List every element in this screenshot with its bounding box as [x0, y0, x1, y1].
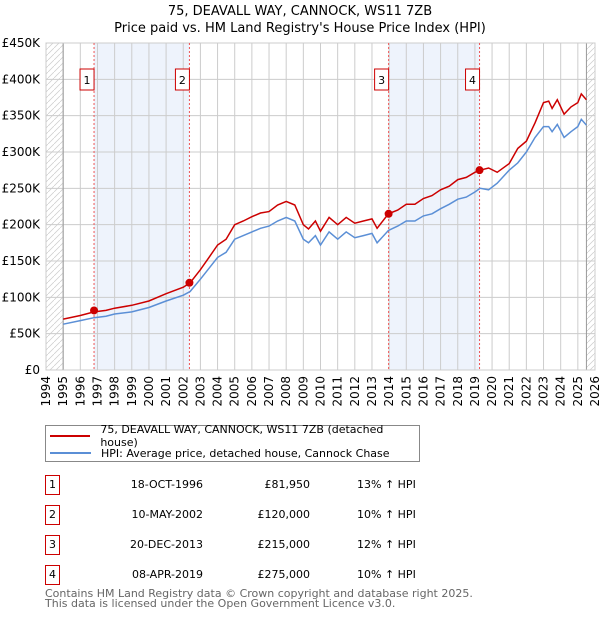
sale-hpi-change: 10% ↑ HPI: [357, 508, 416, 521]
sale-row: 3 20-DEC-2013 £215,000 12% ↑ HPI: [45, 535, 465, 555]
sale-number: 4: [45, 565, 60, 585]
legend-swatch-blue: [50, 452, 91, 454]
sale-point: [90, 306, 99, 315]
x-tick-label: 2006: [245, 376, 259, 407]
y-tick-label: £350K: [2, 109, 42, 123]
sale-hpi-change: 10% ↑ HPI: [357, 568, 416, 581]
sale-point: [185, 278, 194, 287]
shaded-period: [94, 43, 190, 370]
sale-label: 4: [469, 74, 476, 87]
x-tick-label: 2001: [159, 376, 173, 407]
x-tick-label: 1997: [90, 376, 104, 407]
x-tick-label: 2000: [142, 376, 156, 407]
x-tick-label: 2015: [399, 376, 413, 407]
sale-point: [384, 209, 393, 218]
sale-hpi-change: 13% ↑ HPI: [357, 478, 416, 491]
x-tick-label: 2013: [365, 376, 379, 407]
x-tick-label: 1996: [73, 376, 87, 407]
x-tick-label: 2009: [296, 376, 310, 407]
x-tick-label: 2019: [468, 376, 482, 407]
sale-date: 18-OCT-1996: [130, 478, 203, 491]
x-tick-label: 2024: [554, 376, 568, 407]
sale-label: 2: [179, 74, 186, 87]
sale-label: 1: [84, 74, 91, 87]
x-tick-label: 2023: [537, 376, 551, 407]
x-tick-label: 2017: [434, 376, 448, 407]
sale-label-box: [79, 68, 95, 91]
chart-title: 75, DEAVALL WAY, CANNOCK, WS11 7ZB: [167, 4, 433, 19]
y-tick-label: £0: [25, 363, 40, 377]
footer: Contains HM Land Registry data © Crown c…: [45, 587, 473, 610]
y-tick-label: £250K: [2, 181, 42, 195]
x-tick-label: 2003: [193, 376, 207, 407]
sale-price: £275,000: [257, 568, 311, 581]
x-tick-label: 2002: [176, 376, 190, 407]
x-tick-label: 2004: [211, 376, 225, 407]
x-tick-label: 2012: [348, 376, 362, 407]
x-tick-label: 1994: [39, 376, 53, 407]
y-tick-label: £100K: [2, 290, 42, 304]
sale-label-box: [465, 68, 481, 91]
price-paid-line: [63, 92, 587, 320]
y-tick-label: £450K: [2, 36, 42, 50]
sale-hpi-change: 12% ↑ HPI: [357, 538, 416, 551]
x-tick-label: 2008: [279, 376, 293, 407]
x-tick-label: 2016: [416, 376, 430, 407]
hatch-after: [586, 43, 595, 370]
legend-label: 75, DEAVALL WAY, CANNOCK, WS11 7ZB (deta…: [100, 423, 384, 449]
x-tick-label: 2007: [262, 376, 276, 407]
x-tick-label: 2018: [451, 376, 465, 407]
sale-price: £215,000: [257, 538, 311, 551]
sale-row: 1 18-OCT-1996 £81,950 13% ↑ HPI: [45, 475, 465, 495]
x-tick-label: 2025: [571, 376, 585, 407]
legend-item-property: 75, DEAVALL WAY, CANNOCK, WS11 7ZB (deta…: [50, 423, 419, 449]
sale-date: 20-DEC-2013: [129, 538, 203, 551]
x-tick-label: 1998: [108, 376, 122, 407]
legend: 75, DEAVALL WAY, CANNOCK, WS11 7ZB (deta…: [45, 423, 420, 462]
sale-price: £120,000: [257, 508, 311, 521]
sale-number: 3: [45, 535, 60, 555]
sale-point: [475, 166, 484, 175]
x-tick-label: 1999: [125, 376, 139, 407]
legend-swatch-red: [50, 435, 91, 437]
sale-label-box: [174, 68, 190, 91]
sale-number: 2: [45, 505, 60, 525]
y-tick-label: £300K: [2, 145, 42, 159]
sale-price: £81,950: [264, 478, 311, 491]
x-tick-label: 2010: [314, 376, 328, 407]
sale-row: 4 08-APR-2019 £275,000 10% ↑ HPI: [45, 565, 465, 585]
legend-item-hpi: HPI: Average price, detached house, Cann…: [50, 445, 390, 461]
legend-label: HPI: Average price, detached house, Cann…: [101, 446, 390, 460]
sale-date: 08-APR-2019: [131, 568, 203, 581]
chart-subtitle: Price paid vs. HM Land Registry's House …: [114, 21, 486, 36]
x-tick-label: 2005: [228, 376, 242, 407]
sale-number: 1: [45, 475, 60, 495]
y-tick-label: £200K: [2, 218, 42, 232]
hatch-before: [46, 43, 64, 370]
x-tick-label: 2026: [588, 376, 600, 407]
sale-date: 10-MAY-2002: [131, 508, 203, 521]
x-tick-label: 2014: [382, 376, 396, 407]
plot-border: [45, 42, 596, 371]
x-tick-label: 2021: [502, 376, 516, 407]
y-tick-label: £400K: [2, 72, 42, 86]
footer-line: Contains HM Land Registry data © Crown c…: [45, 587, 473, 600]
x-tick-label: 1995: [56, 376, 70, 407]
x-tick-label: 2011: [331, 376, 345, 407]
x-tick-label: 2022: [519, 376, 533, 407]
x-tick-label: 2020: [485, 376, 499, 407]
plot-area: 1994 1995 1996 1997 1998 1999 2000 2001 2002 2003…: [2, 36, 600, 407]
hpi-line: [63, 117, 587, 325]
sale-label-box: [374, 68, 390, 91]
y-tick-label: £50K: [9, 327, 41, 341]
sale-label: 3: [378, 74, 385, 87]
footer-line: This data is licensed under the Open Gov…: [45, 597, 396, 610]
y-tick-label: £150K: [2, 254, 42, 268]
sale-row: 2 10-MAY-2002 £120,000 10% ↑ HPI: [45, 505, 465, 525]
